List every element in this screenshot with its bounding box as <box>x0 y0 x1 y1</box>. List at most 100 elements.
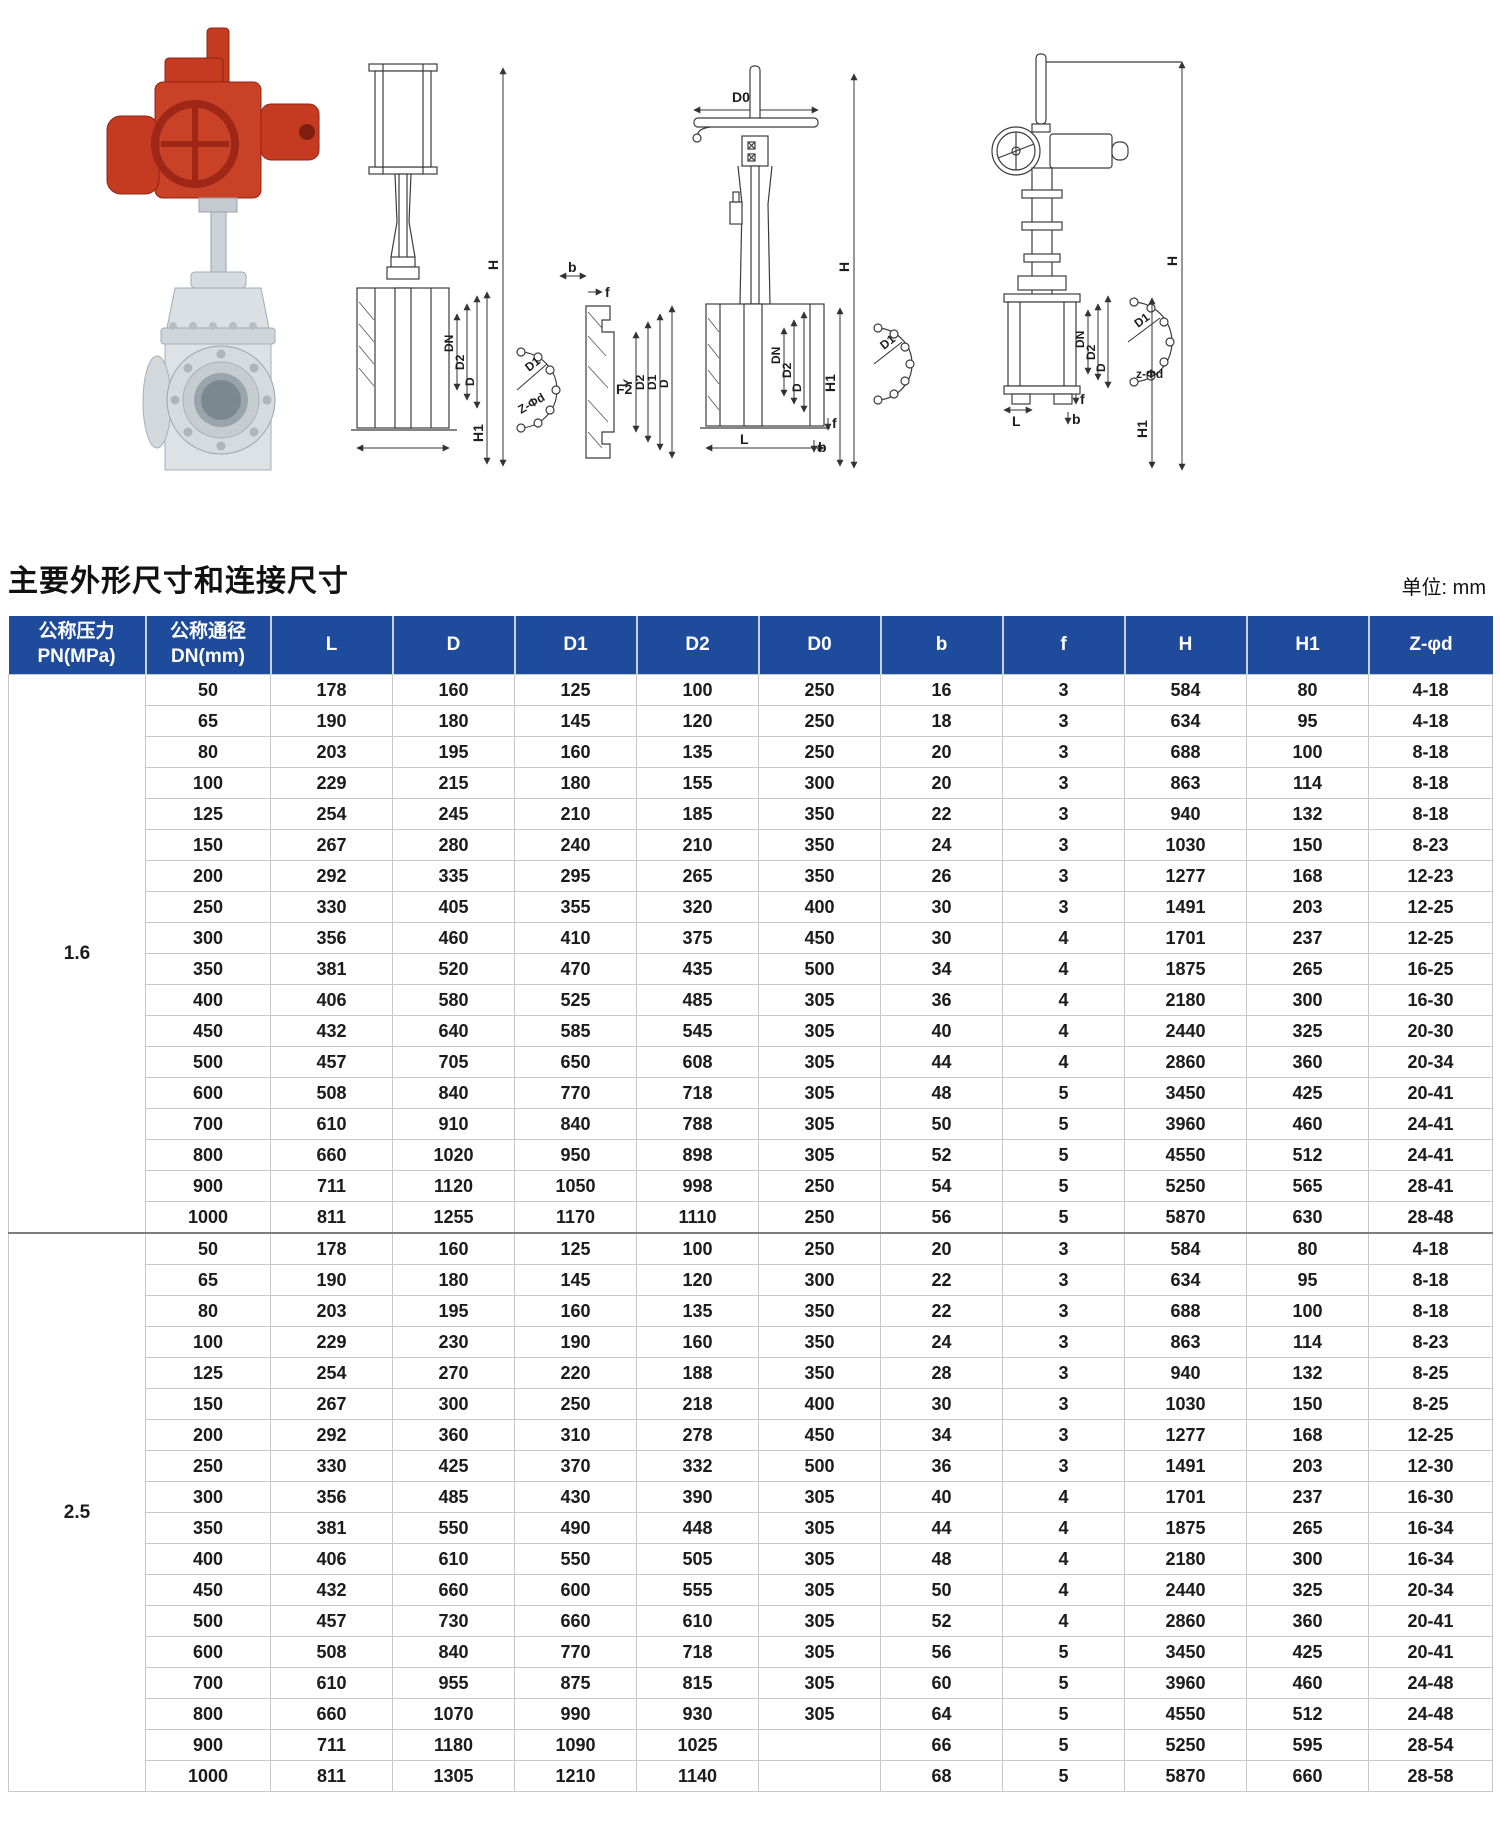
dimension-cell: 20-41 <box>1368 1077 1493 1109</box>
dimension-cell: 237 <box>1246 922 1369 954</box>
dimension-cell: 305 <box>758 1512 881 1544</box>
dimension-cell: 5870 <box>1124 1201 1247 1234</box>
dimension-cell: 292 <box>270 860 393 892</box>
dim-label: H <box>485 260 501 270</box>
dimension-cell: 2180 <box>1124 984 1247 1016</box>
column-header-7: b <box>880 616 1004 675</box>
dimension-cell: 770 <box>514 1636 637 1668</box>
dimension-cell: 500 <box>145 1046 271 1078</box>
dim-label: b <box>568 262 577 275</box>
table-row: 450 432 660 600 555 305 50 4 2440 325 20-34 <box>9 1574 1493 1606</box>
dimension-cell: 485 <box>392 1481 515 1513</box>
dimension-cell: 4 <box>1002 1015 1125 1047</box>
column-header-10: H1 <box>1246 616 1370 675</box>
dimension-cell: 16-30 <box>1368 984 1493 1016</box>
dimension-cell: 278 <box>636 1419 759 1451</box>
dimension-cell: 430 <box>514 1481 637 1513</box>
table-row: 600 508 840 770 718 305 48 5 3450 425 20-41 <box>9 1077 1493 1109</box>
dimension-cell: 350 <box>145 953 271 985</box>
dimension-cell: 608 <box>636 1046 759 1078</box>
dimension-cell: 930 <box>636 1698 759 1730</box>
dim-label: f <box>1080 391 1085 407</box>
dimension-cell: 50 <box>880 1108 1003 1140</box>
dimension-cell: 863 <box>1124 1326 1247 1358</box>
dimension-cell: 375 <box>636 922 759 954</box>
dim-label: F2 <box>616 381 633 397</box>
dimension-cell: 114 <box>1246 1326 1369 1358</box>
dimension-cell: 22 <box>880 1295 1003 1327</box>
dimension-cell: 1255 <box>392 1201 515 1234</box>
dimension-cell: 356 <box>270 1481 393 1513</box>
dimension-cell: 125 <box>514 674 637 706</box>
dimension-cell: 210 <box>636 829 759 861</box>
dimension-cell: 5 <box>1002 1760 1125 1792</box>
dimension-cell: 64 <box>880 1698 1003 1730</box>
dimension-cell: 160 <box>392 1232 515 1265</box>
dim-label: f <box>605 284 610 300</box>
dimension-cell: 1120 <box>392 1170 515 1202</box>
dimension-cell: 28-48 <box>1368 1201 1493 1234</box>
dim-label: D <box>657 379 671 388</box>
dimension-cell: 450 <box>758 922 881 954</box>
product-graphics: DN D2 D H1 H D1 Z-Φd b f F2 Y D2 D1 <box>0 0 1500 548</box>
dimension-cell: 425 <box>1246 1077 1369 1109</box>
table-row: 250 330 405 355 320 400 30 3 1491 203 12-25 <box>9 891 1493 923</box>
dimension-cell: 406 <box>270 984 393 1016</box>
dimension-cell: 400 <box>758 891 881 923</box>
dimension-cell: 250 <box>145 1450 271 1482</box>
dimension-cell: 36 <box>880 984 1003 1016</box>
dimension-cell: 30 <box>880 922 1003 954</box>
table-row: 65 190 180 145 120 250 18 3 634 95 4-18 <box>9 705 1493 737</box>
dimension-cell: 34 <box>880 1419 1003 1451</box>
dimension-cell: 203 <box>1246 1450 1369 1482</box>
dimension-cell: 100 <box>636 1232 759 1265</box>
dimension-cell: 265 <box>1246 1512 1369 1544</box>
dimension-cell: 770 <box>514 1077 637 1109</box>
dimension-cell: 254 <box>270 1357 393 1389</box>
dimension-cell: 190 <box>514 1326 637 1358</box>
dimension-cell: 218 <box>636 1388 759 1420</box>
dimension-cell: 2180 <box>1124 1543 1247 1575</box>
table-row: 200 292 360 310 278 450 34 3 1277 168 12-25 <box>9 1419 1493 1451</box>
dimension-cell: 5 <box>1002 1170 1125 1202</box>
dimension-cell: 990 <box>514 1698 637 1730</box>
dimension-cell: 250 <box>758 705 881 737</box>
dimension-cell: 305 <box>758 1046 881 1078</box>
dimension-cell: 450 <box>145 1574 271 1606</box>
dimension-cell: 2860 <box>1124 1605 1247 1637</box>
dim-label: b <box>1072 411 1081 427</box>
dimension-cell: 800 <box>145 1698 271 1730</box>
dim-label: H1 <box>822 374 838 392</box>
dimension-cell: 4 <box>1002 984 1125 1016</box>
dim-label: D <box>1094 363 1108 372</box>
dimension-cell: 65 <box>145 705 271 737</box>
dim-label: D2 <box>453 354 467 370</box>
dimension-cell: 8-18 <box>1368 798 1493 830</box>
dimension-cell: 135 <box>636 736 759 768</box>
dimension-cell: 1305 <box>392 1760 515 1792</box>
dimension-cell: 20-30 <box>1368 1015 1493 1047</box>
dimension-cell: 450 <box>145 1015 271 1047</box>
dimension-cell: 555 <box>636 1574 759 1606</box>
dimension-cell: 12-25 <box>1368 1419 1493 1451</box>
dimension-cell: 203 <box>270 1295 393 1327</box>
dimension-cell: 815 <box>636 1667 759 1699</box>
table-row: 300 356 485 430 390 305 40 4 1701 237 16-30 <box>9 1481 1493 1513</box>
dimension-cell: 350 <box>758 1357 881 1389</box>
dimension-cell: 3 <box>1002 1357 1125 1389</box>
dimension-cell: 711 <box>270 1729 393 1761</box>
dimension-cell: 24-41 <box>1368 1139 1493 1171</box>
dimension-cell: 3960 <box>1124 1108 1247 1140</box>
dimension-cell: 425 <box>1246 1636 1369 1668</box>
dimension-cell: 30 <box>880 891 1003 923</box>
column-header-2: L <box>270 616 394 675</box>
dim-label: D1 <box>645 374 659 390</box>
dimension-cell: 512 <box>1246 1139 1369 1171</box>
dimension-cell: 584 <box>1124 1232 1247 1265</box>
dimension-cell: 1875 <box>1124 1512 1247 1544</box>
dim-label: z-Φd <box>1136 367 1163 381</box>
dimension-cell: 8-23 <box>1368 1326 1493 1358</box>
dimension-cell: 585 <box>514 1015 637 1047</box>
dimension-cell <box>758 1760 881 1792</box>
dimension-cell: 381 <box>270 1512 393 1544</box>
